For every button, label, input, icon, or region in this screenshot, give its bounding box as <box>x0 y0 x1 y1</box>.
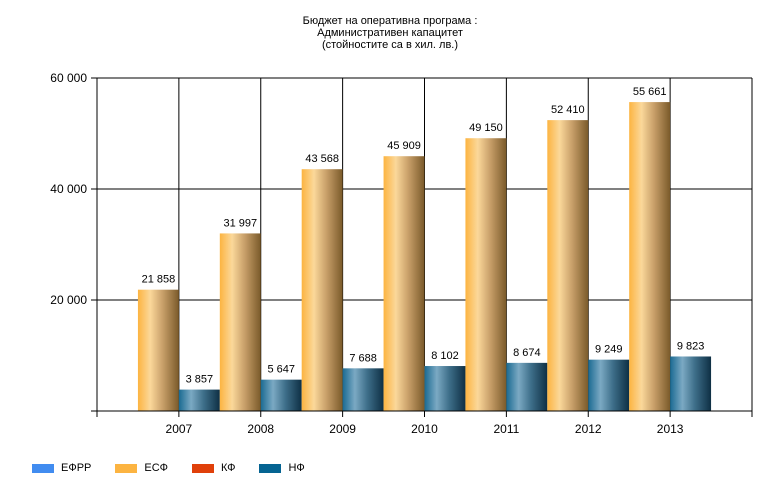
legend-label: ЕСФ <box>144 462 169 474</box>
data-label-nf: 5 647 <box>267 364 295 376</box>
chart-title-line-1: Бюджет на оперативна програма : <box>302 15 478 27</box>
bar-esf <box>629 102 671 411</box>
data-label-esf: 45 909 <box>387 140 421 152</box>
data-label-esf: 43 568 <box>305 153 339 165</box>
bar-nf <box>424 366 466 411</box>
data-label-esf: 52 410 <box>551 104 585 116</box>
bar-esf <box>465 138 507 411</box>
data-label-nf: 7 688 <box>349 352 377 364</box>
bar-nf <box>342 368 384 411</box>
data-label-esf: 55 661 <box>633 86 667 98</box>
data-label-nf: 8 102 <box>431 350 459 362</box>
chart-title: Бюджет на оперативна програма : Админист… <box>0 15 780 51</box>
data-label-nf: 9 823 <box>677 340 705 352</box>
bar-nf <box>506 362 548 411</box>
legend-item: КФ <box>192 462 235 474</box>
x-tick-label: 2008 <box>247 422 274 436</box>
data-label-nf: 9 249 <box>595 344 623 356</box>
data-label-esf: 49 150 <box>469 122 503 134</box>
bar-esf <box>547 120 589 411</box>
x-tick-label: 2013 <box>657 422 684 436</box>
x-tick-label: 2011 <box>493 422 519 436</box>
bar-esf <box>219 233 261 411</box>
legend-label: НФ <box>288 462 305 474</box>
data-label-nf: 3 857 <box>186 374 214 386</box>
legend-item: НФ <box>259 462 305 474</box>
x-tick-label: 2009 <box>329 422 356 436</box>
legend-swatch <box>115 463 138 473</box>
y-tick-label: 40 000 <box>50 182 87 196</box>
bar-nf <box>670 356 712 411</box>
legend-label: КФ <box>221 462 236 474</box>
chart-title-line-2: Административен капацитет <box>317 27 463 39</box>
chart-title-line-3: (стойностите са в хил. лв.) <box>321 39 459 51</box>
bar-esf <box>137 289 179 411</box>
data-label-esf: 21 858 <box>142 274 176 286</box>
legend-label: ЕФРР <box>61 462 92 474</box>
x-tick-label: 2012 <box>575 422 602 436</box>
bar-nf <box>178 389 220 411</box>
legend-swatch <box>32 463 54 473</box>
x-tick-label: 2010 <box>411 422 438 436</box>
x-tick-label: 2007 <box>166 422 193 436</box>
y-tick-label: 60 000 <box>50 71 87 85</box>
bar-nf <box>588 359 630 411</box>
data-label-nf: 8 674 <box>513 347 541 359</box>
bar-esf <box>383 156 425 411</box>
legend-swatch <box>259 463 282 473</box>
bar-esf <box>301 169 343 411</box>
legend-swatch <box>192 463 215 473</box>
data-label-esf: 31 997 <box>223 217 257 229</box>
y-tick-label: 20 000 <box>50 293 87 307</box>
bar-nf <box>260 379 302 411</box>
legend-item: ЕФРР <box>32 462 91 474</box>
legend-item: ЕСФ <box>115 462 168 474</box>
chart-legend: ЕФРР ЕСФ КФ НФ <box>32 462 329 474</box>
